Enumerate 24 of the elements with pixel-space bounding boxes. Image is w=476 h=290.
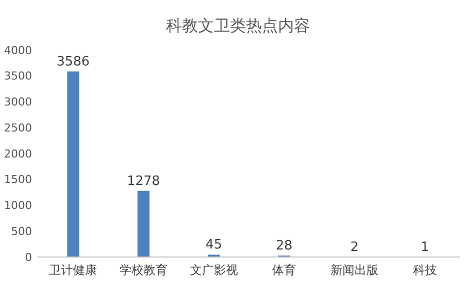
data-label: 2 bbox=[350, 240, 359, 255]
y-tick-label: 1000 bbox=[4, 199, 32, 212]
y-tick-label: 3000 bbox=[4, 96, 32, 109]
data-label: 1 bbox=[420, 240, 429, 255]
data-label: 1278 bbox=[126, 174, 160, 189]
data-label: 3586 bbox=[56, 54, 90, 70]
bar bbox=[138, 190, 150, 257]
x-tick-label: 学校教育 bbox=[120, 263, 168, 277]
x-tick-label: 科技 bbox=[412, 263, 437, 277]
x-tick-label: 新闻出版 bbox=[330, 263, 378, 277]
y-tick-label: 500 bbox=[11, 224, 32, 238]
chart-title: 科教文卫类热点内容 bbox=[166, 16, 310, 35]
bar bbox=[67, 71, 80, 257]
y-tick-label: 2000 bbox=[4, 147, 32, 160]
y-tick-label: 4000 bbox=[4, 44, 32, 57]
y-tick-label: 1500 bbox=[4, 173, 32, 186]
x-tick-label: 文广影视 bbox=[190, 263, 238, 277]
x-tick-label: 卫计健康 bbox=[49, 263, 98, 277]
x-tick-label: 体育 bbox=[272, 263, 296, 277]
y-tick-label: 0 bbox=[25, 250, 32, 264]
data-label: 28 bbox=[276, 238, 292, 254]
y-tick-label: 2500 bbox=[4, 121, 32, 134]
y-tick-label: 3500 bbox=[4, 70, 32, 83]
data-label: 45 bbox=[206, 238, 222, 253]
